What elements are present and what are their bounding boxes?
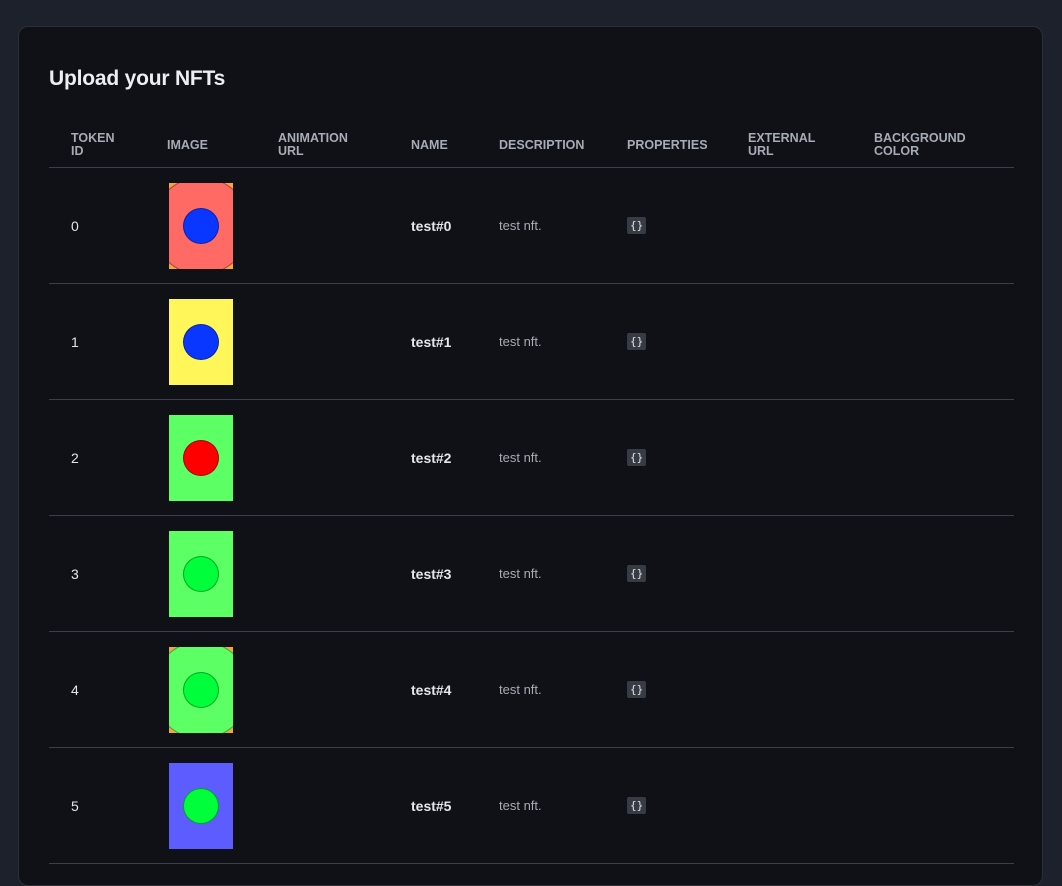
properties-code: {}	[627, 333, 647, 350]
image-cell	[169, 632, 233, 747]
header-image: IMAGE	[167, 137, 208, 152]
token-id-cell: 0	[71, 217, 79, 234]
properties-cell: {}	[627, 400, 647, 515]
properties-cell: {}	[627, 748, 647, 863]
nft-image	[169, 414, 233, 501]
image-cell	[169, 748, 233, 863]
properties-code: {}	[627, 797, 647, 814]
table-header: TOKEN ID IMAGE ANIMATION URL NAME DESCRI…	[49, 123, 1014, 168]
nft-image-dot	[183, 439, 219, 476]
nft-image	[169, 298, 233, 385]
description-cell: test nft.	[499, 450, 542, 465]
nft-image-dot	[183, 671, 219, 708]
upload-panel: Upload your NFTs TOKEN ID IMAGE ANIMATIO…	[18, 26, 1043, 886]
nft-image	[169, 646, 233, 733]
properties-code: {}	[627, 681, 647, 698]
table-row[interactable]: 1 test#1 test nft. {}	[49, 284, 1014, 400]
table-row[interactable]: 5 test#5 test nft. {}	[49, 748, 1014, 864]
properties-cell: {}	[627, 168, 647, 283]
description-cell: test nft.	[499, 218, 542, 233]
name-cell: test#4	[411, 681, 452, 698]
properties-cell: {}	[627, 284, 647, 399]
token-id-cell: 4	[71, 681, 79, 698]
nft-table: TOKEN ID IMAGE ANIMATION URL NAME DESCRI…	[49, 123, 1014, 864]
table-row[interactable]: 0 test#0 test nft. {}	[49, 168, 1014, 284]
name-cell: test#2	[411, 449, 452, 466]
description-cell: test nft.	[499, 566, 542, 581]
image-cell	[169, 168, 233, 283]
table-row[interactable]: 4 test#4 test nft. {}	[49, 632, 1014, 748]
header-name: NAME	[411, 137, 448, 152]
name-cell: test#0	[411, 217, 452, 234]
nft-image-dot	[183, 555, 219, 592]
table-row[interactable]: 3 test#3 test nft. {}	[49, 516, 1014, 632]
description-cell: test nft.	[499, 798, 542, 813]
image-cell	[169, 400, 233, 515]
image-cell	[169, 516, 233, 631]
header-properties: PROPERTIES	[627, 137, 708, 152]
page-title: Upload your NFTs	[49, 67, 226, 90]
nft-image	[169, 530, 233, 617]
properties-code: {}	[627, 449, 647, 466]
name-cell: test#5	[411, 797, 452, 814]
properties-code: {}	[627, 565, 647, 582]
token-id-cell: 3	[71, 565, 79, 582]
token-id-cell: 2	[71, 449, 79, 466]
properties-cell: {}	[627, 516, 647, 631]
properties-code: {}	[627, 217, 647, 234]
table-row[interactable]: 2 test#2 test nft. {}	[49, 400, 1014, 516]
token-id-cell: 5	[71, 797, 79, 814]
table-body: 0 test#0 test nft. {} 1 test#1 test nft. {} 2 tes…	[49, 168, 1014, 864]
nft-image-dot	[183, 323, 219, 360]
header-token-id: TOKEN ID	[71, 131, 115, 158]
token-id-cell: 1	[71, 333, 79, 350]
header-background-color: BACKGROUND COLOR	[874, 131, 966, 158]
description-cell: test nft.	[499, 682, 542, 697]
header-external-url: EXTERNAL URL	[748, 131, 816, 158]
nft-image	[169, 182, 233, 269]
header-description: DESCRIPTION	[499, 137, 585, 152]
nft-image-dot	[183, 787, 219, 824]
properties-cell: {}	[627, 632, 647, 747]
name-cell: test#3	[411, 565, 452, 582]
header-animation-url: ANIMATION URL	[278, 131, 348, 158]
nft-image-dot	[183, 207, 219, 244]
image-cell	[169, 284, 233, 399]
name-cell: test#1	[411, 333, 452, 350]
description-cell: test nft.	[499, 334, 542, 349]
nft-image	[169, 762, 233, 849]
